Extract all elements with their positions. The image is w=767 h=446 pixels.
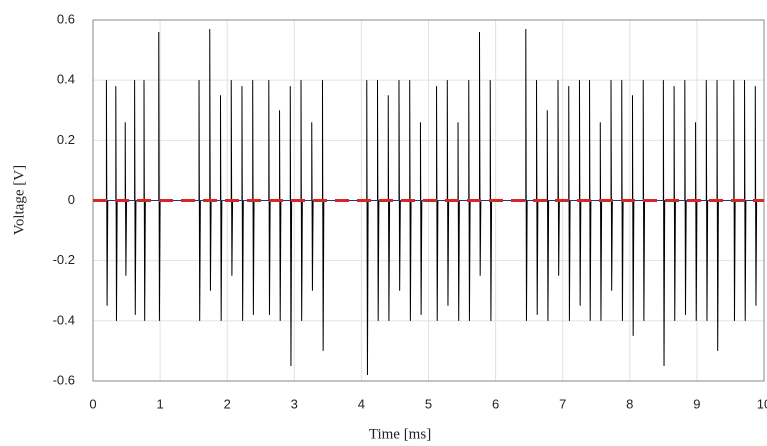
data-line	[93, 29, 764, 375]
x-tick-label: 5	[425, 396, 432, 411]
y-tick-label: 0.4	[57, 72, 75, 87]
x-tick-label: 4	[358, 396, 365, 411]
x-tick-label: 9	[693, 396, 700, 411]
y-axis-title: Voltage [V]	[11, 165, 27, 235]
y-tick-label: -0.6	[53, 372, 75, 387]
x-tick-label: 1	[156, 396, 163, 411]
x-tick-label: 6	[492, 396, 499, 411]
y-tick-label: 0.6	[57, 11, 75, 26]
y-tick-label: 0.2	[57, 132, 75, 147]
x-axis-title: Time [ms]	[369, 426, 431, 442]
x-tick-label: 0	[89, 396, 96, 411]
x-tick-label: 7	[559, 396, 566, 411]
x-tick-label: 8	[626, 396, 633, 411]
x-tick-label: 3	[291, 396, 298, 411]
y-tick-label: -0.4	[53, 312, 75, 327]
y-tick-label: 0	[68, 192, 75, 207]
y-tick-label: -0.2	[53, 252, 75, 267]
x-tick-label: 2	[224, 396, 231, 411]
x-tick-label: 10	[757, 396, 767, 411]
